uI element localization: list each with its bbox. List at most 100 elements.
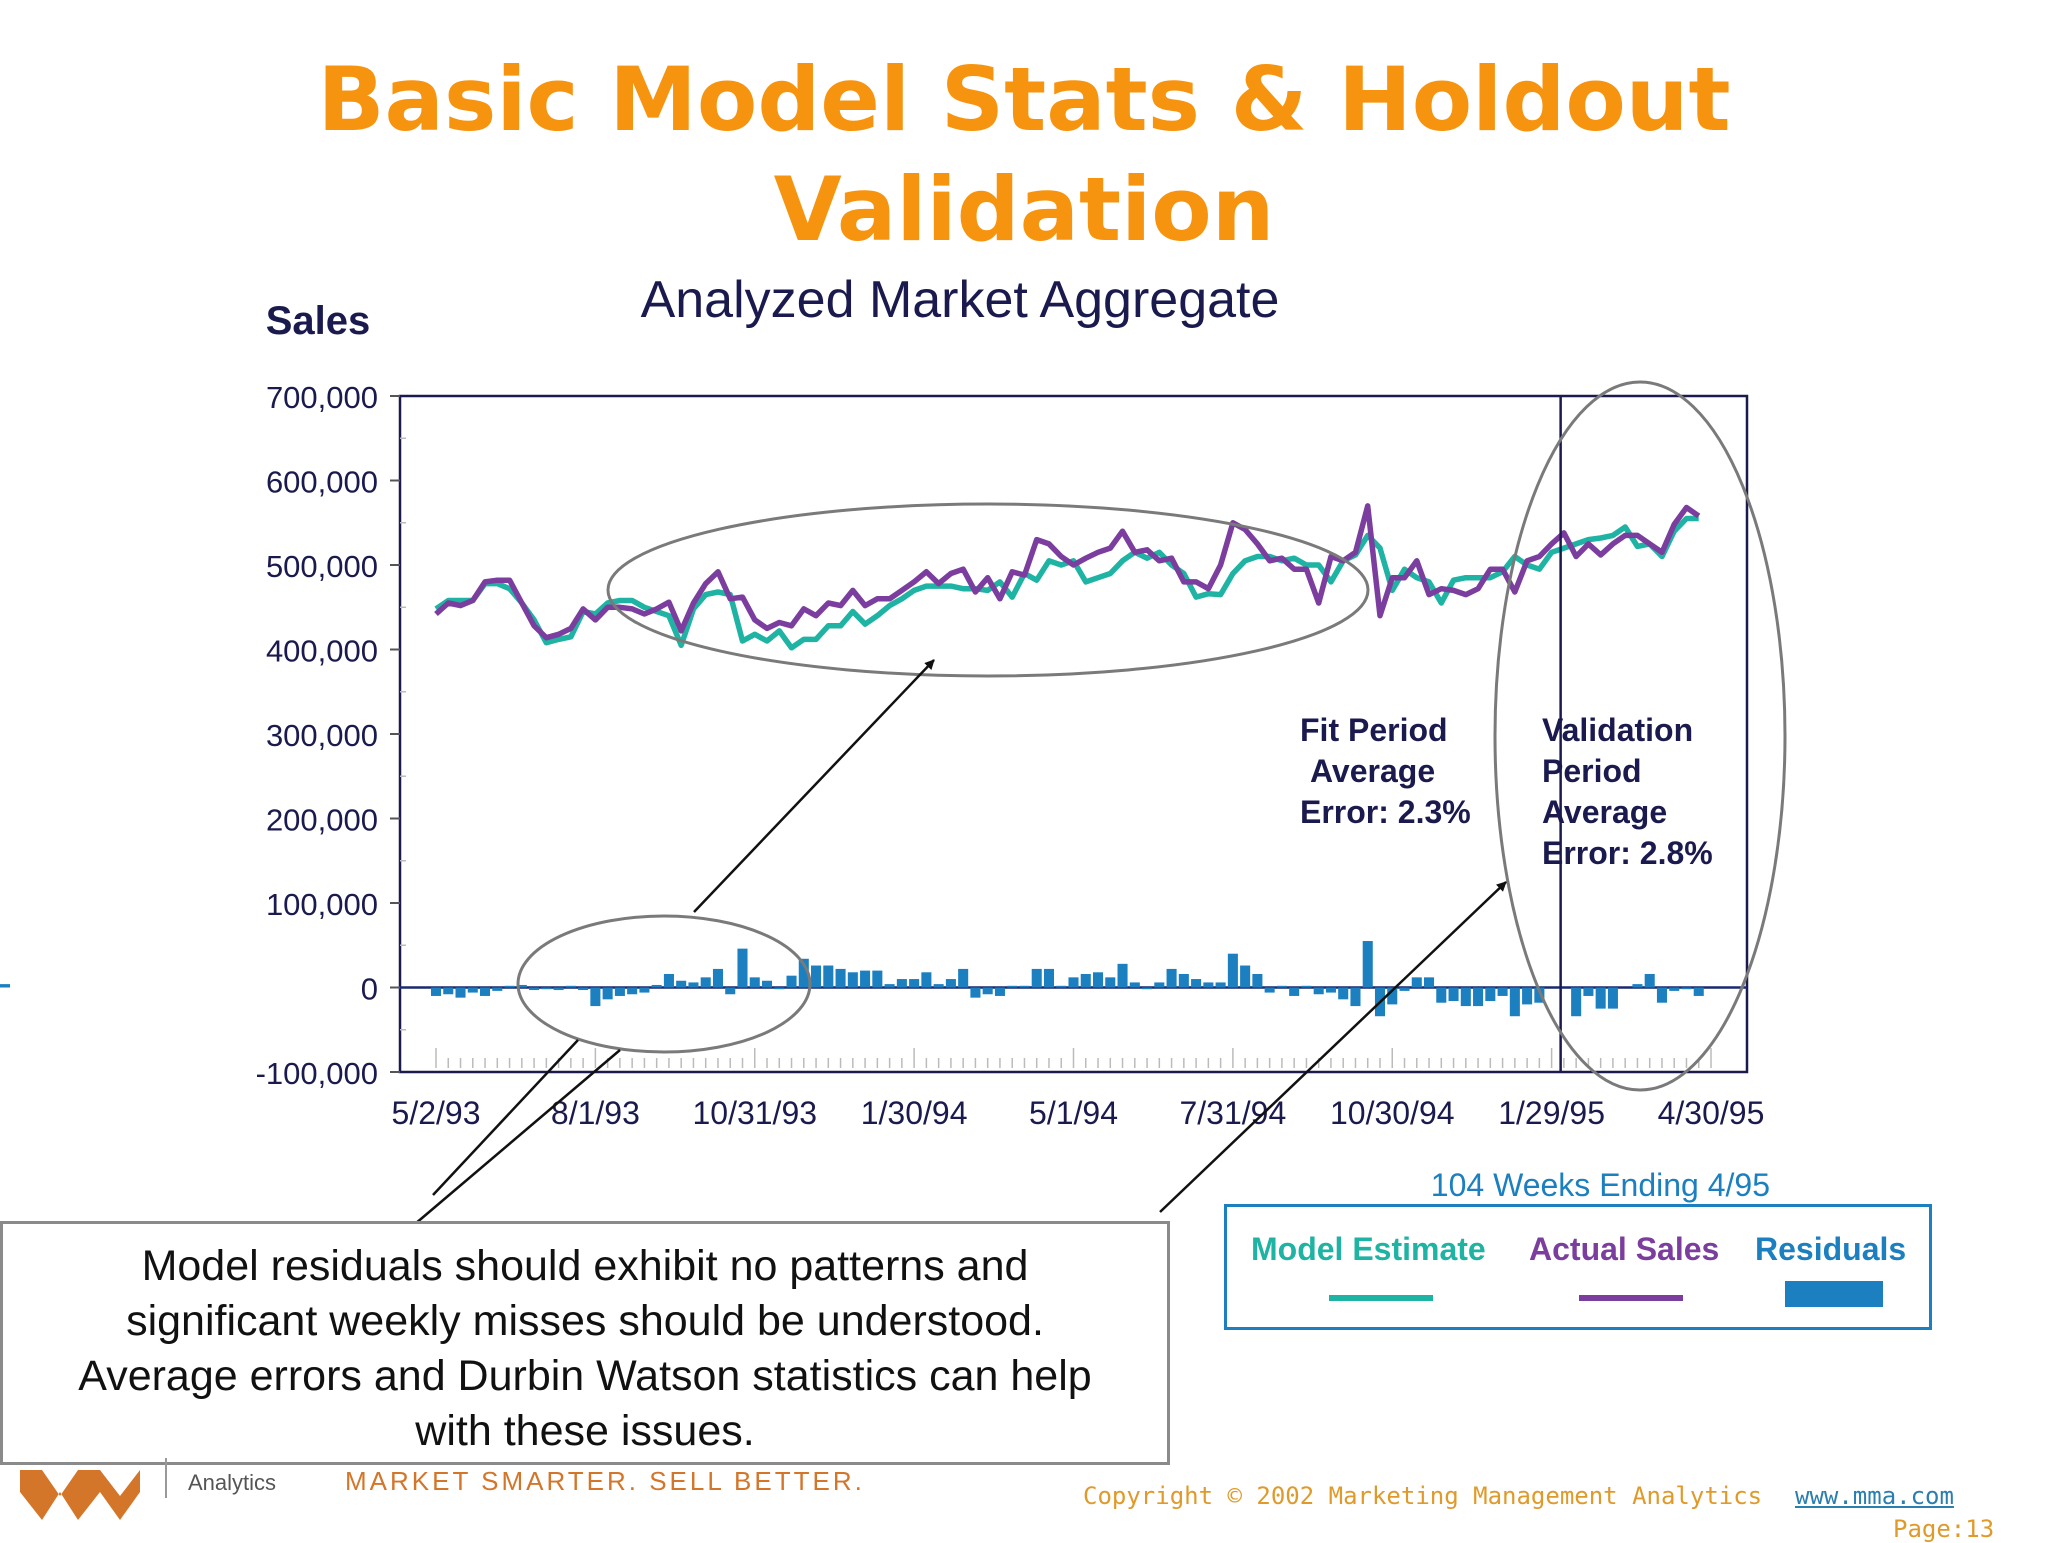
note-line: Model residuals should exhibit no patter… xyxy=(141,1242,1029,1290)
weeks-note: 104 Weeks Ending 4/95 xyxy=(1431,1167,1770,1203)
residual-bar xyxy=(443,987,454,995)
note-line: Average errors and Durbin Watson statist… xyxy=(78,1352,1092,1400)
residual-bar xyxy=(1497,987,1508,996)
residual-bar xyxy=(700,977,711,988)
residual-bar xyxy=(1142,987,1153,990)
residual-bar xyxy=(0,984,11,988)
residual-bar xyxy=(590,987,601,1007)
residual-bar xyxy=(1007,985,1018,988)
residual-bar xyxy=(1485,987,1496,1002)
arrow-to-validation xyxy=(1159,881,1507,1213)
residual-bar xyxy=(958,968,969,988)
residual-bar xyxy=(982,987,993,995)
residual-bar xyxy=(1203,982,1214,988)
legend-swatch-actual-sales xyxy=(1579,1295,1683,1301)
validation-period-annotation: Average xyxy=(1542,794,1667,830)
y-tick-label: 500,000 xyxy=(266,549,378,584)
validation-period-annotation: Period xyxy=(1542,753,1642,789)
y-tick-label: 0 xyxy=(361,972,378,1007)
residual-bar xyxy=(639,987,650,993)
residual-bar xyxy=(970,987,981,998)
residual-bar xyxy=(578,987,589,991)
residual-bar xyxy=(602,987,613,1000)
residual-bar xyxy=(663,973,674,988)
residual-bar xyxy=(1166,968,1177,988)
brand-subtitle: Analytics xyxy=(188,1470,277,1495)
residual-bar xyxy=(1105,977,1116,988)
residual-bar xyxy=(1509,987,1520,1017)
y-tick-label: 200,000 xyxy=(266,803,378,838)
residual-bar xyxy=(1411,977,1422,988)
page-number: Page:13 xyxy=(1893,1515,1995,1543)
x-tick-label: 1/29/95 xyxy=(1498,1095,1605,1131)
residual-bar xyxy=(651,984,662,988)
residual-bar xyxy=(688,982,699,988)
residual-bar xyxy=(553,987,564,991)
residual-bar xyxy=(823,965,834,988)
residual-bar xyxy=(1424,977,1435,988)
y-tick-label: 600,000 xyxy=(266,465,378,500)
residual-bar xyxy=(1325,987,1336,993)
residual-bar xyxy=(1117,963,1128,988)
x-tick-label: 5/1/94 xyxy=(1029,1095,1118,1131)
residual-bar xyxy=(1607,987,1618,1009)
note-line: significant weekly misses should be unde… xyxy=(126,1297,1044,1345)
residual-bar xyxy=(945,979,956,988)
residual-bar xyxy=(492,987,503,991)
x-tick-label: 4/30/95 xyxy=(1658,1095,1765,1131)
x-tick-label: 5/2/93 xyxy=(392,1095,481,1131)
residual-bar xyxy=(811,965,822,988)
validation-period-annotation: Error: 2.8% xyxy=(1542,835,1713,871)
residual-bar xyxy=(565,985,576,988)
residual-bar xyxy=(909,979,920,988)
slide-title-line2: Validation xyxy=(773,158,1275,261)
arrow-to-pattern xyxy=(693,659,935,913)
residual-bar xyxy=(798,958,809,988)
validation-period-annotation: Validation xyxy=(1542,712,1693,748)
residual-bar xyxy=(529,987,540,991)
residual-bar xyxy=(516,984,527,988)
residual-bar xyxy=(712,968,723,988)
y-tick-label: 400,000 xyxy=(266,634,378,669)
residual-bar xyxy=(1338,987,1349,1000)
arrow-to-residuals xyxy=(432,1039,579,1196)
residual-bar xyxy=(774,987,785,990)
legend-residuals: Residuals xyxy=(1755,1231,1907,1267)
chart-legend: Model Estimate Actual Sales Residuals xyxy=(1224,1204,1932,1330)
residual-bar xyxy=(676,980,687,988)
residual-bar xyxy=(430,987,442,996)
residual-bar xyxy=(1264,987,1275,993)
residual-bar xyxy=(1350,987,1361,1007)
residual-bar xyxy=(1301,985,1312,988)
residual-bar xyxy=(786,975,797,988)
chart-title: Analyzed Market Aggregate xyxy=(641,271,1280,329)
residual-bar xyxy=(1068,977,1079,988)
residual-bar xyxy=(614,987,625,996)
x-tick-label: 1/30/94 xyxy=(861,1095,968,1131)
residual-bar xyxy=(1693,987,1704,996)
website-link[interactable]: www.mma.com xyxy=(1795,1482,1954,1510)
y-tick-label: 100,000 xyxy=(266,887,378,922)
residual-ellipse xyxy=(516,914,812,1054)
residual-bar xyxy=(847,972,858,988)
legend-swatch-residuals xyxy=(1785,1281,1883,1307)
residual-bar xyxy=(1583,987,1594,996)
note-line: with these issues. xyxy=(415,1407,755,1455)
residual-bar xyxy=(1154,982,1165,988)
residual-bar xyxy=(835,968,846,988)
residual-bar xyxy=(627,987,638,995)
residual-bar xyxy=(1669,987,1680,991)
residual-bar xyxy=(1031,968,1042,988)
residual-bar xyxy=(1227,953,1238,988)
residual-bar xyxy=(1043,968,1055,988)
residual-bar xyxy=(455,987,466,998)
residual-bar xyxy=(1252,973,1263,988)
brand-divider xyxy=(165,1458,167,1498)
company-logo-icon xyxy=(20,1470,140,1520)
residual-bar xyxy=(896,979,907,988)
arrow-to-residuals xyxy=(414,1049,621,1225)
residual-bar xyxy=(467,987,478,993)
legend-swatch-model-estimate xyxy=(1329,1295,1433,1301)
residual-bar xyxy=(1522,987,1533,1005)
